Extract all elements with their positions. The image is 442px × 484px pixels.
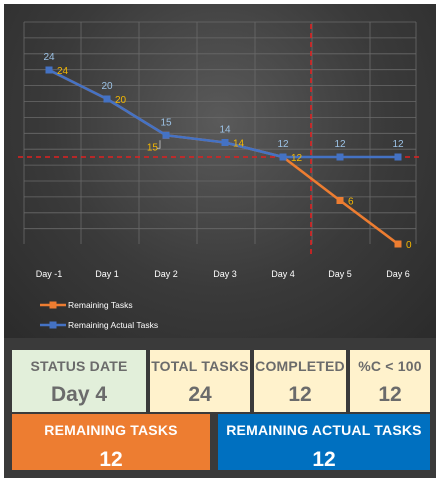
remaining-actual-tasks-marker: [162, 131, 170, 139]
remaining-tasks-data-label: 12: [291, 153, 303, 164]
pct-complete-value: 12: [378, 383, 402, 406]
remaining-tasks-card: REMAINING TASKS 12: [12, 414, 210, 471]
dashboard-panel: Day -1 Day 1 Day 2 Day 3 Day 4 Day 5 Day 6 24 2…: [4, 4, 436, 478]
remaining-actual-tasks-legend-label: Remaining Actual Tasks: [68, 320, 158, 330]
remaining-actual-tasks-data-label: 14: [219, 125, 231, 136]
remaining-actual-tasks-title: REMAINING ACTUAL TASKS: [226, 422, 422, 438]
burndown-chart: Day -1 Day 1 Day 2 Day 3 Day 4 Day 5 Day 6 242…: [18, 21, 420, 330]
remaining-tasks-data-label: 6: [348, 197, 354, 208]
remaining-actual-tasks-data-label: 20: [101, 81, 113, 92]
total-tasks-value: 24: [188, 383, 212, 406]
remaining-tasks-marker: [394, 240, 402, 248]
remaining-actual-tasks-marker: [336, 153, 344, 161]
remaining-actual-tasks-card: REMAINING ACTUAL TASKS 12: [218, 414, 430, 471]
remaining-tasks-title: REMAINING TASKS: [44, 422, 178, 438]
remaining-tasks-marker: [336, 197, 344, 204]
x-tick-label: Day 3: [213, 269, 237, 279]
total-tasks-title: TOTAL TASKS: [151, 358, 249, 374]
remaining-actual-tasks-data-label: 24: [43, 52, 55, 63]
remaining-actual-tasks-data-label: 15: [160, 117, 172, 128]
remaining-actual-tasks-marker: [45, 66, 53, 74]
remaining-actual-tasks-data-label: 12: [392, 139, 404, 150]
remaining-tasks-data-label: 20: [115, 95, 127, 106]
remaining-tasks-legend-label: Remaining Tasks: [68, 300, 133, 310]
total-tasks-card: TOTAL TASKS 24: [150, 350, 250, 412]
remaining-tasks-legend-marker: [49, 301, 57, 309]
pct-complete-card: %C < 100 12: [350, 350, 430, 412]
x-tick-label: Day 6: [386, 269, 410, 279]
remaining-actual-tasks-marker: [221, 139, 229, 146]
remaining-actual-tasks-marker: [103, 95, 111, 103]
completed-value: 12: [288, 383, 312, 406]
remaining-actual-tasks-legend-marker: [49, 321, 57, 329]
x-tick-label: Day 5: [328, 269, 352, 279]
chart-area: [4, 4, 436, 338]
completed-title: COMPLETED: [255, 358, 345, 374]
remaining-tasks-data-label: 14: [233, 139, 245, 150]
remaining-tasks-value: 12: [99, 448, 123, 471]
completed-card: COMPLETED 12: [254, 350, 346, 412]
status-date-value: Day 4: [50, 383, 108, 406]
remaining-actual-tasks-value: 12: [312, 448, 336, 471]
remaining-actual-tasks-marker: [279, 153, 287, 161]
remaining-tasks-data-label: 15: [147, 142, 159, 153]
remaining-actual-tasks-marker: [394, 153, 402, 161]
remaining-actual-tasks-data-label: 12: [334, 139, 346, 150]
status-date-title: STATUS DATE: [30, 358, 128, 374]
x-tick-label: Day -1: [36, 269, 63, 279]
x-tick-label: Day 4: [271, 269, 295, 279]
pct-complete-title: %C < 100: [358, 358, 422, 374]
remaining-tasks-data-label: 24: [57, 66, 69, 77]
x-tick-label: Day 2: [154, 269, 178, 279]
remaining-actual-tasks-data-label: 12: [277, 139, 289, 150]
x-tick-label: Day 1: [95, 269, 119, 279]
data-label-leader: [157, 140, 161, 149]
remaining-tasks-data-label: 0: [406, 240, 412, 251]
status-date-card: STATUS DATE Day 4: [12, 350, 146, 412]
